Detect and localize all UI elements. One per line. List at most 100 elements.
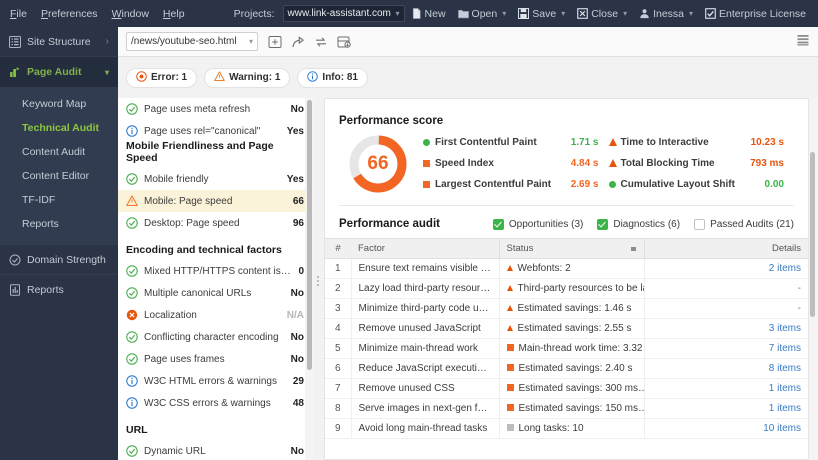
row-details[interactable]: 7 items [643,338,808,359]
status-badge-error[interactable]: Error: 1 [126,67,198,88]
chevron-down-icon[interactable]: ▾ [561,9,566,18]
row-status-marker-icon [506,383,514,394]
list-scrollbar-thumb[interactable] [307,100,312,370]
toolbar-account-button[interactable]: Inessa ▾ [633,3,699,25]
table-row[interactable]: 6 Reduce JavaScript execution time Estimat… [325,358,808,379]
chevron-down-icon[interactable]: ▾ [623,9,628,18]
menu-file[interactable]: File [10,7,27,20]
panel-splitter[interactable] [314,98,324,460]
row-details[interactable]: 1 items [643,378,808,399]
row-details-value[interactable]: 10 items [763,423,801,434]
add-page-icon[interactable] [268,35,282,49]
toolbar-close-button[interactable]: Close ▾ [571,3,633,25]
audit-list-item[interactable]: W3C CSS errors & warnings 48 [118,392,313,414]
audit-list-item[interactable]: Mixed HTTP/HTTPS content issues 0 [118,260,313,282]
row-number: 5 [325,338,352,359]
metric-value: 2.69 s [570,178,599,190]
audit-list-item[interactable]: Page uses frames No [118,348,313,370]
audit-list-item[interactable]: Page uses meta refresh No [118,98,313,120]
share-arrow-icon[interactable] [291,35,305,49]
row-details-value[interactable]: 1 items [768,403,801,414]
audit-list-item[interactable]: Dynamic URL No [118,440,313,460]
metric-label: Speed Index [435,157,494,169]
column-header-status-label: Status [506,243,534,254]
row-status: Third-party resources to be lazy lo... [498,278,644,299]
delete-page-icon[interactable] [337,35,351,49]
sidebar-item-site-structure[interactable]: Site Structure › [0,27,118,57]
hamburger-menu-icon[interactable] [796,33,810,50]
performance-audit-filters: Opportunities (3) Diagnostics (6) Passed A… [492,218,794,230]
audit-list-item[interactable]: Multiple canonical URLs No [118,282,313,304]
toolbar-license-label: Enterprise License [719,7,806,20]
column-header-details[interactable]: Details [643,238,808,259]
checkbox-icon[interactable] [492,218,504,230]
menu-preferences-accel: P [40,7,48,20]
row-details-value[interactable]: 1 items [768,383,801,394]
page-url-select[interactable]: /news/youtube-seo.html ▾ [126,32,258,51]
sidebar-item-reports-label: Reports [27,283,64,296]
toolbar-license-button[interactable]: Enterprise License [699,3,812,25]
checkbox-icon[interactable] [694,218,706,230]
table-row[interactable]: 9 Avoid long main-thread tasks Long tasks:… [325,418,808,439]
audit-filter-checkbox[interactable]: Diagnostics (6) [597,218,680,230]
row-details[interactable]: 8 items [643,358,808,379]
menu-window[interactable]: Window [111,7,149,20]
sidebar-item-reports[interactable]: Reports [0,274,118,304]
sidebar-item-keyword-map[interactable]: Keyword Map [0,92,118,116]
column-header-number[interactable]: # [325,238,351,259]
toolbar-new-button[interactable]: New [405,3,452,25]
row-details[interactable]: 10 items [643,418,808,439]
project-select[interactable]: www.link-assistant.com ▾ [282,5,405,22]
sidebar-item-page-audit-reports[interactable]: Reports [0,212,118,236]
refresh-icon[interactable] [314,35,328,49]
row-number: 8 [325,398,352,419]
toolbar-save-button[interactable]: Save ▾ [512,3,571,25]
sidebar-item-content-editor[interactable]: Content Editor [0,164,118,188]
status-badge-info[interactable]: Info: 81 [297,67,368,88]
sidebar-item-tf-idf[interactable]: TF-IDF [0,188,118,212]
table-row[interactable]: 4 Remove unused JavaScript Estimated savin… [325,318,808,339]
audit-list-item[interactable]: Page uses rel="canonical" Yes [118,120,313,142]
menu-preferences[interactable]: Preferences [40,7,98,20]
audit-list-item[interactable]: Mobile friendly Yes [118,168,313,190]
row-status-marker-icon [506,323,513,334]
row-details-value[interactable]: 8 items [768,363,801,374]
toolbar-open-button[interactable]: Open ▾ [452,3,513,25]
row-details[interactable]: 3 items [643,318,808,339]
row-details[interactable]: 1 items [643,398,808,419]
chevron-right-icon: › [105,36,109,47]
row-details-value[interactable]: 7 items [768,343,801,354]
audit-filter-checkbox[interactable]: Opportunities (3) [492,218,583,230]
chevron-down-icon[interactable]: ▾ [502,9,507,18]
table-row[interactable]: 3 Minimize third-party code usage Estimate… [325,298,808,319]
chevron-down-icon[interactable]: ▾ [689,9,694,18]
row-details-value[interactable]: 2 items [768,263,801,274]
sidebar-item-domain-strength[interactable]: Domain Strength [0,244,118,274]
column-header-factor[interactable]: Factor [351,238,499,259]
performance-score-title: Performance score [339,115,444,127]
audit-list-item[interactable]: Localization N/A [118,304,313,326]
audit-list-item[interactable]: W3C HTML errors & warnings 29 [118,370,313,392]
sidebar-item-content-audit[interactable]: Content Audit [0,140,118,164]
row-details-value[interactable]: 3 items [768,323,801,334]
checkbox-icon[interactable] [597,218,609,230]
table-row[interactable]: 8 Serve images in next-gen formats Estimat… [325,398,808,419]
row-details[interactable]: 2 items [643,258,808,279]
menu-help[interactable]: Help [162,7,185,20]
sidebar-item-technical-audit[interactable]: Technical Audit [0,116,118,140]
sidebar-item-page-audit-reports-label: Reports [22,218,59,230]
column-header-status[interactable]: Status [498,238,644,259]
sidebar-item-page-audit[interactable]: Page Audit ▾ [0,57,118,87]
audit-group-header: URL [126,424,148,436]
audit-filter-checkbox[interactable]: Passed Audits (21) [694,218,794,230]
content-scrollbar-thumb[interactable] [810,152,815,317]
status-badge-warning[interactable]: Warning: 1 [204,67,291,88]
audit-list-item[interactable]: Conflicting character encoding No [118,326,313,348]
table-row[interactable]: 5 Minimize main-thread work Main-thread wo… [325,338,808,359]
table-row[interactable]: 7 Remove unused CSS Estimated savings: 300… [325,378,808,399]
audit-list-item[interactable]: Mobile: Page speed 66 [118,190,313,212]
audit-list-item[interactable]: Desktop: Page speed 96 [118,212,313,234]
row-factor: Remove unused CSS [351,378,499,399]
